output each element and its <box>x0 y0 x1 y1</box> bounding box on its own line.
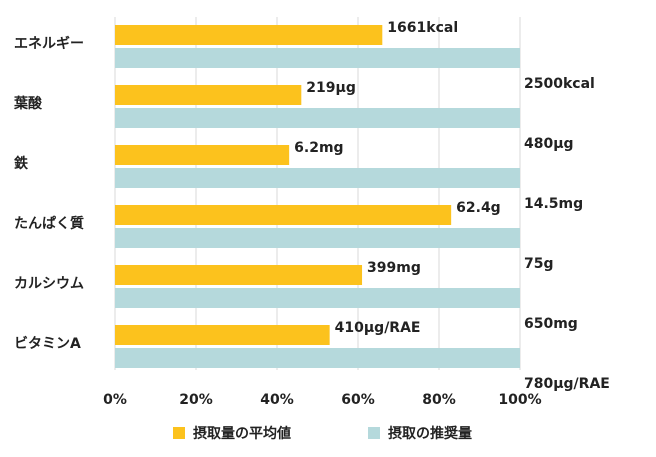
data-label-recommended: 14.5mg <box>524 196 583 212</box>
bar-recommended <box>115 108 520 128</box>
category-label: ビタミンA <box>14 336 81 352</box>
data-labels: 1661kcal 2500kcal 219μg 480μg 6.2mg 14.5mg 62.… <box>294 20 610 392</box>
data-label-recommended: 780μg/RAE <box>524 376 610 392</box>
category-label: カルシウム <box>14 276 84 292</box>
bar-recommended <box>115 48 520 68</box>
data-label-average: 1661kcal <box>387 20 458 36</box>
category-label: エネルギー <box>14 35 84 52</box>
legend-label-average: 摂取量の平均値 <box>193 426 291 442</box>
bar-average <box>115 265 363 285</box>
bar-average <box>115 145 290 165</box>
legend-label-recommended: 摂取の推奨量 <box>388 426 472 442</box>
data-label-average: 410μg/RAE <box>335 320 421 336</box>
data-label-recommended: 2500kcal <box>524 76 595 92</box>
bar-recommended <box>115 168 520 188</box>
x-tick-label: 80% <box>422 392 456 408</box>
category-label: 葉酸 <box>13 95 43 112</box>
bar-recommended <box>115 288 520 308</box>
data-label-average: 399mg <box>367 260 421 276</box>
bar-recommended <box>115 348 520 368</box>
bar-recommended <box>115 228 520 248</box>
x-tick-label: 100% <box>498 392 541 408</box>
bar-average <box>115 85 302 105</box>
data-label-recommended: 75g <box>524 256 554 272</box>
data-label-average: 6.2mg <box>294 140 343 156</box>
bar-average <box>115 205 452 225</box>
x-tick-label: 20% <box>179 392 213 408</box>
legend-swatch-recommended <box>368 427 380 439</box>
data-label-average: 62.4g <box>456 200 501 216</box>
category-label: たんぱく質 <box>14 215 84 232</box>
x-tick-label: 0% <box>103 392 127 408</box>
data-label-recommended: 480μg <box>524 136 574 152</box>
data-label-recommended: 650mg <box>524 316 578 332</box>
legend-swatch-average <box>173 427 185 439</box>
gridlines <box>114 17 521 370</box>
legend-item-recommended: 摂取の推奨量 <box>368 423 472 443</box>
bar-average <box>115 325 330 345</box>
bars <box>115 25 520 368</box>
x-tick-label: 60% <box>341 392 375 408</box>
legend-item-average: 摂取量の平均値 <box>173 423 291 443</box>
legend: 摂取量の平均値 摂取の推奨量 <box>0 423 656 447</box>
bar-average <box>115 25 383 45</box>
x-tick-labels: 0% 20% 40% 60% 80% 100% <box>103 392 542 408</box>
category-label: 鉄 <box>14 155 29 172</box>
x-tick-label: 40% <box>260 392 294 408</box>
data-label-average: 219μg <box>306 80 356 96</box>
